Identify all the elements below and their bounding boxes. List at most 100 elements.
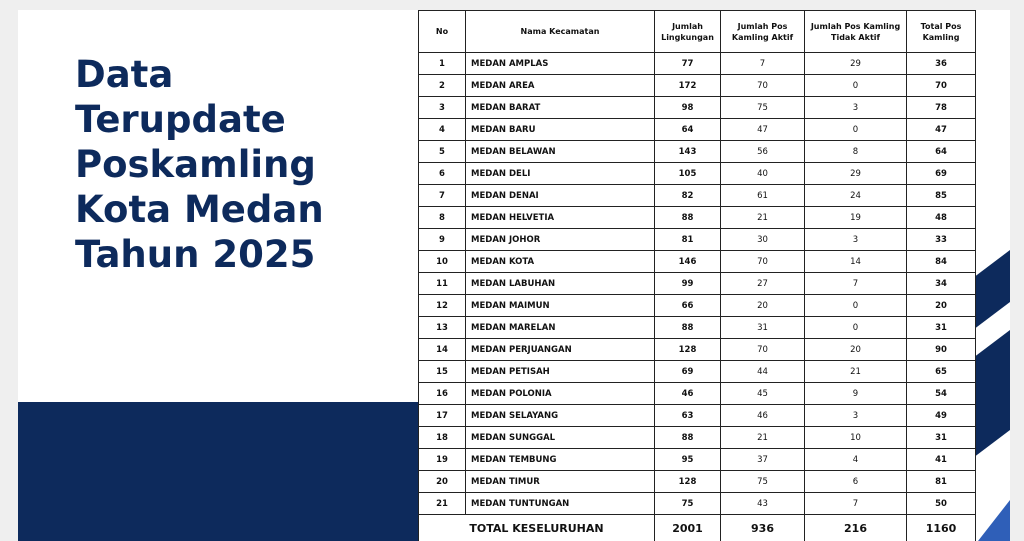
cell: 70 <box>720 250 805 273</box>
cell: 63 <box>654 404 721 427</box>
cell: 56 <box>720 140 805 163</box>
cell: 9 <box>804 382 907 405</box>
cell: MEDAN KOTA <box>465 250 655 273</box>
cell: 7 <box>720 52 805 75</box>
cell: 29 <box>804 162 907 185</box>
cell: 13 <box>418 316 466 339</box>
cell: 20 <box>804 338 907 361</box>
total-cell: TOTAL KESELURUHAN <box>418 514 655 541</box>
cell: 3 <box>804 228 907 251</box>
cell: 70 <box>720 338 805 361</box>
cell: 30 <box>720 228 805 251</box>
cell: 85 <box>906 184 976 207</box>
cell: MEDAN HELVETIA <box>465 206 655 229</box>
cell: MEDAN SUNGGAL <box>465 426 655 449</box>
cell: MEDAN LABUHAN <box>465 272 655 295</box>
cell: MEDAN AMPLAS <box>465 52 655 75</box>
data-table: No Nama Kecamatan Jumlah Lingkungan Jumlah … <box>418 10 976 541</box>
cell: 54 <box>906 382 976 405</box>
cell: 95 <box>654 448 721 471</box>
total-cell: 216 <box>804 514 907 541</box>
cell: 9 <box>418 228 466 251</box>
column-header: Jumlah Lingkungan <box>654 10 721 53</box>
table-row: 6 MEDAN DELI 105 40 29 69 <box>418 162 976 185</box>
cell: 70 <box>720 74 805 97</box>
cell: 24 <box>804 184 907 207</box>
cell: 75 <box>654 492 721 515</box>
cell: 43 <box>720 492 805 515</box>
table-row: 12 MEDAN MAIMUN 66 20 0 20 <box>418 294 976 317</box>
table-row: 11 MEDAN LABUHAN 99 27 7 34 <box>418 272 976 295</box>
cell: 11 <box>418 272 466 295</box>
cell: 50 <box>906 492 976 515</box>
cell: MEDAN MAIMUN <box>465 294 655 317</box>
title-line: Kota Medan <box>75 188 324 231</box>
cell: 41 <box>906 448 976 471</box>
cell: MEDAN MARELAN <box>465 316 655 339</box>
cell: 5 <box>418 140 466 163</box>
cell: 82 <box>654 184 721 207</box>
cell: MEDAN BELAWAN <box>465 140 655 163</box>
cell: 4 <box>418 118 466 141</box>
table-row: 9 MEDAN JOHOR 81 30 3 33 <box>418 228 976 251</box>
table-row: 1 MEDAN AMPLAS 77 7 29 36 <box>418 52 976 75</box>
column-header: Jumlah Pos Kamling Aktif <box>720 10 805 53</box>
cell: 3 <box>804 404 907 427</box>
cell: 78 <box>906 96 976 119</box>
cell: 6 <box>804 470 907 493</box>
cell: 4 <box>804 448 907 471</box>
cell: 88 <box>654 316 721 339</box>
cell: 2 <box>418 74 466 97</box>
cell: MEDAN AREA <box>465 74 655 97</box>
title-line: Terupdate <box>75 98 286 141</box>
cell: MEDAN TEMBUNG <box>465 448 655 471</box>
cell: 31 <box>906 316 976 339</box>
table-row: 10 MEDAN KOTA 146 70 14 84 <box>418 250 976 273</box>
table-row: 19 MEDAN TEMBUNG 95 37 4 41 <box>418 448 976 471</box>
cell: 37 <box>720 448 805 471</box>
cell: 40 <box>720 162 805 185</box>
cell: 105 <box>654 162 721 185</box>
table-row: 15 MEDAN PETISAH 69 44 21 65 <box>418 360 976 383</box>
cell: 45 <box>720 382 805 405</box>
cell: 8 <box>804 140 907 163</box>
cell: 99 <box>654 272 721 295</box>
total-cell: 1160 <box>906 514 976 541</box>
table-row: 13 MEDAN MARELAN 88 31 0 31 <box>418 316 976 339</box>
cell: 27 <box>720 272 805 295</box>
cell: 29 <box>804 52 907 75</box>
cell: 10 <box>418 250 466 273</box>
cell: 84 <box>906 250 976 273</box>
cell: 77 <box>654 52 721 75</box>
cell: 21 <box>720 206 805 229</box>
cell: 81 <box>906 470 976 493</box>
cell: 20 <box>720 294 805 317</box>
title-line: Poskamling <box>75 143 316 186</box>
cell: 33 <box>906 228 976 251</box>
cell: 1 <box>418 52 466 75</box>
cell: 3 <box>418 96 466 119</box>
total-row: TOTAL KESELURUHAN 2001 936 216 1160 <box>418 514 976 541</box>
cell: 16 <box>418 382 466 405</box>
cell: 61 <box>720 184 805 207</box>
cell: 12 <box>418 294 466 317</box>
cell: 8 <box>418 206 466 229</box>
cell: MEDAN PETISAH <box>465 360 655 383</box>
cell: MEDAN SELAYANG <box>465 404 655 427</box>
table-row: 2 MEDAN AREA 172 70 0 70 <box>418 74 976 97</box>
cell: 46 <box>654 382 721 405</box>
cell: MEDAN TIMUR <box>465 470 655 493</box>
cell: 47 <box>720 118 805 141</box>
table-row: 8 MEDAN HELVETIA 88 21 19 48 <box>418 206 976 229</box>
cell: 31 <box>906 426 976 449</box>
cell: MEDAN DELI <box>465 162 655 185</box>
cell: 15 <box>418 360 466 383</box>
cell: MEDAN JOHOR <box>465 228 655 251</box>
cell: 69 <box>654 360 721 383</box>
table-row: 5 MEDAN BELAWAN 143 56 8 64 <box>418 140 976 163</box>
cell: 14 <box>804 250 907 273</box>
cell: 19 <box>804 206 907 229</box>
card: Data Terupdate Poskamling Kota Medan Tahun 2… <box>18 10 1010 541</box>
title-line: Tahun 2025 <box>75 233 316 276</box>
